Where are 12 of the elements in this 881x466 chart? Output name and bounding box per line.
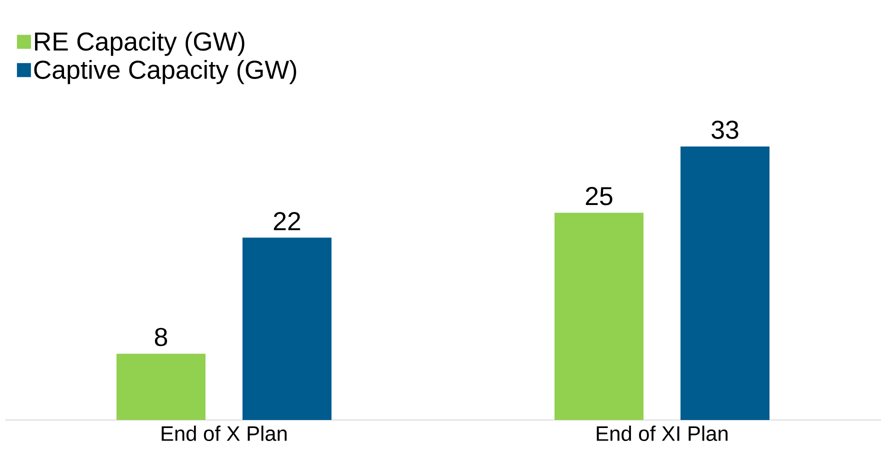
bar [554,212,644,420]
legend-label: RE Capacity (GW) [35,32,244,56]
bar [242,238,332,420]
legend-label: Captive Capacity (GW) [34,60,296,84]
bar [116,354,206,420]
data-label: 22 [274,212,300,230]
x-tick-label: End of XI Plan [596,426,728,442]
data-label: 25 [586,186,612,206]
data-label: 33 [712,120,738,139]
data-label: 8 [154,328,168,346]
x-tick-label: End of X Plan [162,426,287,442]
bar [680,146,770,420]
